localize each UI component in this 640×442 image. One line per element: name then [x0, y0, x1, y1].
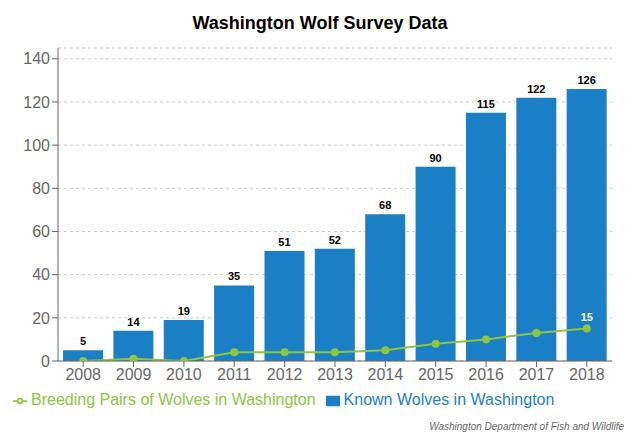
svg-text:126: 126	[577, 74, 595, 86]
svg-text:2018: 2018	[569, 366, 605, 383]
svg-text:2011: 2011	[217, 366, 252, 383]
svg-text:68: 68	[379, 199, 391, 211]
svg-text:19: 19	[178, 305, 190, 317]
svg-text:60: 60	[32, 223, 50, 240]
svg-text:122: 122	[527, 83, 545, 95]
svg-text:20: 20	[32, 310, 50, 327]
svg-text:52: 52	[329, 234, 341, 246]
svg-text:2012: 2012	[267, 366, 303, 383]
svg-text:2015: 2015	[418, 366, 454, 383]
svg-text:2010: 2010	[166, 366, 202, 383]
svg-text:120: 120	[23, 94, 50, 111]
html-text:Washington Wolf Survey Data: Washington Wolf Survey Data	[192, 13, 448, 33]
svg-text:2009: 2009	[116, 366, 152, 383]
svg-text:90: 90	[429, 152, 441, 164]
svg-text:35: 35	[228, 270, 240, 282]
svg-text:5: 5	[80, 335, 86, 347]
svg-text:2014: 2014	[368, 366, 404, 383]
svg-text:2017: 2017	[519, 366, 555, 383]
svg-text:51: 51	[278, 236, 290, 248]
svg-text:140: 140	[23, 50, 50, 67]
svg-text:0: 0	[41, 353, 50, 370]
svg-text:2016: 2016	[468, 366, 504, 383]
svg-text:40: 40	[32, 266, 50, 283]
svg-text:15: 15	[581, 311, 593, 323]
html-text:Breeding Pairs of Wolves in Wa: Breeding Pairs of Wolves in Washington	[31, 391, 316, 408]
html-text:Known Wolves in Washington: Known Wolves in Washington	[343, 391, 555, 408]
svg-text:80: 80	[32, 180, 50, 197]
svg-text:100: 100	[23, 137, 50, 154]
svg-text:115: 115	[477, 98, 495, 110]
svg-text:2008: 2008	[65, 366, 101, 383]
svg-text:14: 14	[127, 316, 140, 328]
svg-text:2013: 2013	[317, 366, 353, 383]
html-text:Washington Department of Fish: Washington Department of Fish and Wildli…	[429, 421, 624, 432]
